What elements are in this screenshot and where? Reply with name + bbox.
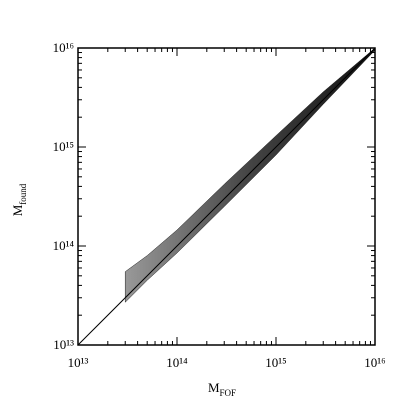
one-to-one-line xyxy=(77,47,376,346)
y-axis-label: Mfound xyxy=(10,183,28,216)
y-tick-label: 10¹³ xyxy=(53,337,74,352)
x-tick-label: 10¹⁵ xyxy=(265,355,286,370)
y-tick-label: 10¹⁶ xyxy=(53,40,74,55)
y-tick-label: 10¹⁵ xyxy=(53,139,74,154)
x-axis-label: MFOF xyxy=(208,380,236,398)
plot-frame xyxy=(77,47,376,346)
x-tick-label: 10¹⁶ xyxy=(364,355,385,370)
x-tick-label: 10¹³ xyxy=(68,355,89,370)
y-tick-label: 10¹⁴ xyxy=(53,238,75,253)
x-tick-label: 10¹⁴ xyxy=(166,355,188,370)
